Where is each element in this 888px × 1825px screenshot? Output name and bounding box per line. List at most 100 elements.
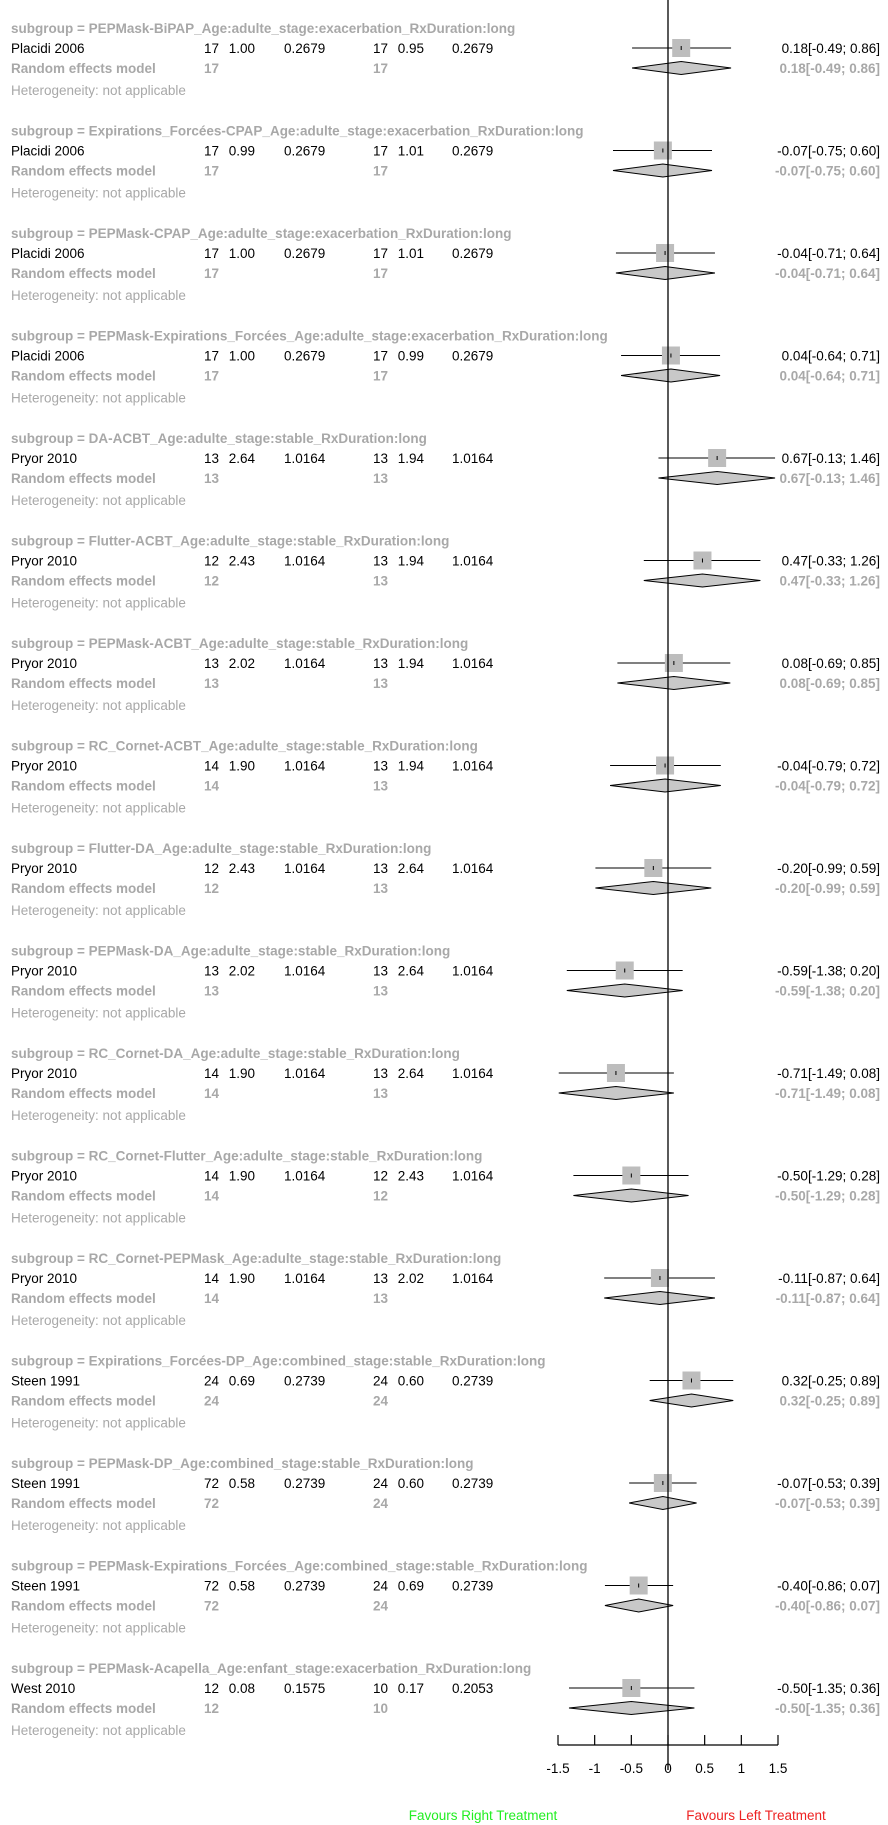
x-tick-label: 1 xyxy=(738,1761,746,1776)
re-n-control: 24 xyxy=(373,1496,389,1511)
n-control: 13 xyxy=(373,759,388,774)
random-effects-label: Random effects model xyxy=(11,266,156,281)
mean-control: 1.01 xyxy=(398,246,424,261)
mean-experimental: 0.58 xyxy=(229,1476,255,1491)
re-ci-text: -0.11[-0.87; 0.64] xyxy=(776,1291,880,1306)
mean-control: 1.94 xyxy=(398,451,425,466)
n-experimental: 24 xyxy=(204,1374,220,1389)
sd-experimental: 1.0164 xyxy=(284,1271,326,1286)
n-control: 13 xyxy=(373,451,388,466)
heterogeneity-label: Heterogeneity: not applicable xyxy=(11,1313,186,1328)
mean-control: 2.64 xyxy=(398,964,425,979)
subgroup-block: subgroup = PEPMask-DA_Age:adulte_stage:s… xyxy=(11,944,880,1021)
study-name: Steen 1991 xyxy=(11,1374,80,1389)
mean-experimental: 0.08 xyxy=(229,1681,255,1696)
sd-control: 0.2739 xyxy=(452,1374,493,1389)
study-name: Steen 1991 xyxy=(11,1579,80,1594)
mean-control: 1.94 xyxy=(398,656,425,671)
subgroup-title: subgroup = Expirations_Forcées-CPAP_Age:… xyxy=(11,124,584,139)
heterogeneity-label: Heterogeneity: not applicable xyxy=(11,1211,186,1226)
sd-experimental: 0.1575 xyxy=(284,1681,325,1696)
n-control: 13 xyxy=(373,656,388,671)
subgroup-title: subgroup = PEPMask-DP_Age:combined_stage… xyxy=(11,1456,473,1471)
mean-control: 2.64 xyxy=(398,1066,425,1081)
random-effects-label: Random effects model xyxy=(11,574,156,589)
mean-control: 0.95 xyxy=(398,41,424,56)
mean-experimental: 2.43 xyxy=(229,861,255,876)
random-effects-diamond xyxy=(643,573,761,588)
x-tick-label: -0.5 xyxy=(620,1761,643,1776)
study-ci-text: 0.47[-0.33; 1.26] xyxy=(782,554,880,569)
study-name: Pryor 2010 xyxy=(11,964,77,979)
mean-experimental: 0.69 xyxy=(229,1374,255,1389)
n-control: 13 xyxy=(373,1066,388,1081)
study-ci-text: -0.71[-1.49; 0.08] xyxy=(777,1066,880,1081)
re-ci-text: -0.04[-0.71; 0.64] xyxy=(775,266,880,281)
sd-experimental: 0.2679 xyxy=(284,41,325,56)
study-ci-text: -0.07[-0.53; 0.39] xyxy=(777,1476,880,1491)
study-name: Pryor 2010 xyxy=(11,861,77,876)
random-effects-diamond xyxy=(566,983,683,998)
re-ci-text: -0.50[-1.29; 0.28] xyxy=(775,1189,880,1204)
subgroup-block: subgroup = PEPMask-Expirations_Forcées_A… xyxy=(11,1559,880,1636)
sd-control: 1.0164 xyxy=(452,759,494,774)
subgroup-title: subgroup = PEPMask-DA_Age:adulte_stage:s… xyxy=(11,944,450,959)
n-control: 24 xyxy=(373,1579,389,1594)
subgroup-block: subgroup = PEPMask-ACBT_Age:adulte_stage… xyxy=(11,636,880,713)
study-name: West 2010 xyxy=(11,1681,75,1696)
random-effects-label: Random effects model xyxy=(11,1394,156,1409)
study-name: Pryor 2010 xyxy=(11,759,77,774)
heterogeneity-label: Heterogeneity: not applicable xyxy=(11,1723,186,1738)
mean-experimental: 2.64 xyxy=(229,451,256,466)
sd-experimental: 1.0164 xyxy=(284,861,326,876)
study-ci-text: -0.40[-0.86; 0.07] xyxy=(777,1579,880,1594)
random-effects-diamond xyxy=(604,1290,715,1306)
heterogeneity-label: Heterogeneity: not applicable xyxy=(11,83,186,98)
mean-control: 2.02 xyxy=(398,1271,424,1286)
subgroup-title: subgroup = Flutter-ACBT_Age:adulte_stage… xyxy=(11,534,449,549)
n-experimental: 13 xyxy=(204,656,219,671)
mean-experimental: 0.99 xyxy=(229,144,255,159)
random-effects-diamond xyxy=(568,1700,695,1716)
study-ci-text: 0.67[-0.13; 1.46] xyxy=(782,451,880,466)
study-ci-text: -0.50[-1.29; 0.28] xyxy=(777,1169,880,1184)
sd-control: 1.0164 xyxy=(452,656,494,671)
subgroup-title: subgroup = PEPMask-Acapella_Age:enfant_s… xyxy=(11,1661,531,1676)
re-n-control: 17 xyxy=(373,61,388,76)
random-effects-label: Random effects model xyxy=(11,471,156,486)
re-n-experimental: 13 xyxy=(204,676,220,691)
sd-control: 0.2053 xyxy=(452,1681,493,1696)
subgroup-title: subgroup = RC_Cornet-Flutter_Age:adulte_… xyxy=(11,1149,482,1164)
n-experimental: 17 xyxy=(204,349,219,364)
re-ci-text: -0.71[-1.49; 0.08] xyxy=(775,1086,880,1101)
x-axis: -1.5 -1 -0.5 0 0.5 1 1.5 xyxy=(546,1735,787,1776)
n-control: 13 xyxy=(373,1271,388,1286)
re-n-control: 13 xyxy=(373,984,389,999)
random-effects-diamond xyxy=(604,1598,674,1613)
study-ci-text: 0.32[-0.25; 0.89] xyxy=(782,1374,880,1389)
mean-experimental: 1.90 xyxy=(229,1169,255,1184)
sd-control: 0.2739 xyxy=(452,1476,493,1491)
n-experimental: 12 xyxy=(204,1681,219,1696)
mean-control: 1.94 xyxy=(398,554,425,569)
re-n-control: 17 xyxy=(373,266,388,281)
subgroup-block: subgroup = Flutter-DA_Age:adulte_stage:s… xyxy=(11,841,880,918)
mean-control: 2.43 xyxy=(398,1169,424,1184)
random-effects-label: Random effects model xyxy=(11,1291,156,1306)
re-n-experimental: 17 xyxy=(204,369,219,384)
heterogeneity-label: Heterogeneity: not applicable xyxy=(11,698,186,713)
subgroup-block: subgroup = PEPMask-Expirations_Forcées_A… xyxy=(11,329,880,406)
subgroup-title: subgroup = RC_Cornet-ACBT_Age:adulte_sta… xyxy=(11,739,478,754)
heterogeneity-label: Heterogeneity: not applicable xyxy=(11,288,186,303)
subgroup-block: subgroup = RC_Cornet-Flutter_Age:adulte_… xyxy=(11,1149,880,1226)
mean-experimental: 2.43 xyxy=(229,554,255,569)
mean-experimental: 1.90 xyxy=(229,1066,255,1081)
subgroup-block: subgroup = PEPMask-DP_Age:combined_stage… xyxy=(11,1456,880,1533)
re-n-control: 13 xyxy=(373,471,389,486)
subgroup-block: subgroup = Expirations_Forcées-DP_Age:co… xyxy=(11,1354,880,1431)
study-ci-text: -0.20[-0.99; 0.59] xyxy=(777,861,880,876)
re-n-control: 24 xyxy=(373,1599,389,1614)
mean-control: 0.60 xyxy=(398,1374,424,1389)
sd-experimental: 1.0164 xyxy=(284,451,326,466)
re-n-control: 12 xyxy=(373,1189,388,1204)
